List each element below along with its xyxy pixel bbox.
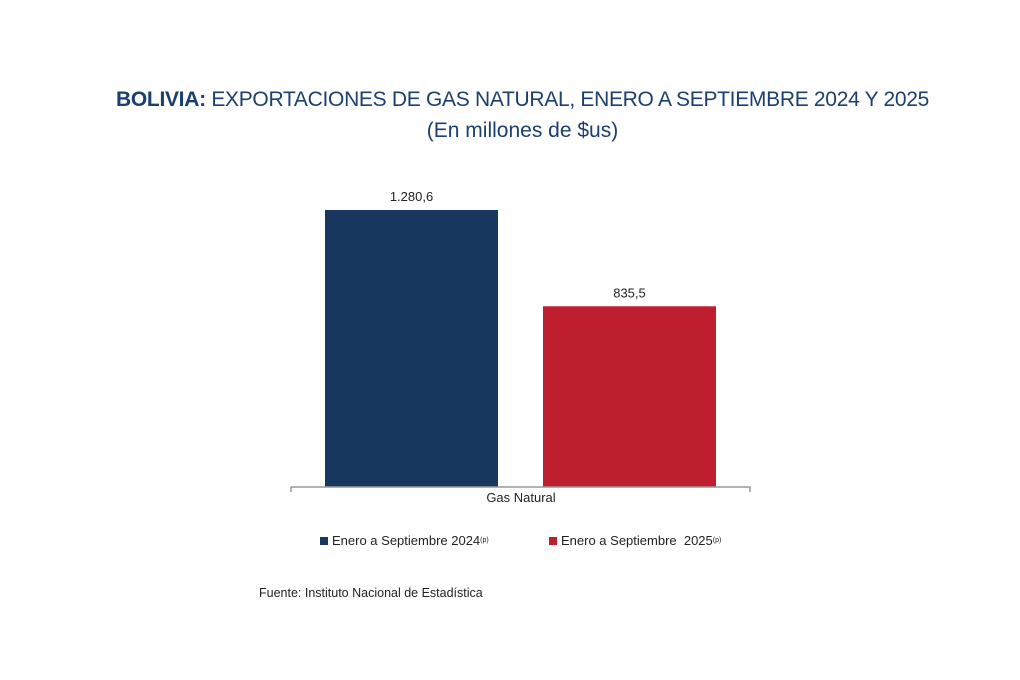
title-bold: BOLIVIA:	[116, 88, 206, 111]
title-rest: EXPORTACIONES DE GAS NATURAL, ENERO A SE…	[205, 88, 929, 111]
x-axis-line	[290, 486, 751, 492]
data-label-1: 835,5	[613, 285, 646, 300]
bar-0	[325, 210, 498, 487]
legend-label-2024: Enero a Septiembre 2024	[332, 533, 481, 548]
legend-item-2025: Enero a Septiembre 2025 (p)	[549, 533, 721, 548]
legend-item-2024: Enero a Septiembre 2024 (p)	[320, 533, 489, 548]
data-label-0: 1.280,6	[390, 189, 433, 204]
legend-swatch-2024	[320, 536, 328, 545]
source-note: Fuente: Instituto Nacional de Estadístic…	[259, 586, 483, 600]
legend-sup-2024: (p)	[480, 537, 489, 544]
legend-sup-2025: (p)	[712, 537, 722, 544]
legend-label-2025: Enero a Septiembre 2025	[561, 533, 713, 548]
legend-swatch-2025	[549, 536, 557, 545]
chart-subtitle: (En millones de $us)	[426, 119, 619, 142]
x-tick-label: Gas Natural	[486, 490, 555, 505]
bar-1	[543, 306, 716, 487]
chart-title: BOLIVIA: EXPORTACIONES DE GAS NATURAL, E…	[0, 88, 1020, 112]
